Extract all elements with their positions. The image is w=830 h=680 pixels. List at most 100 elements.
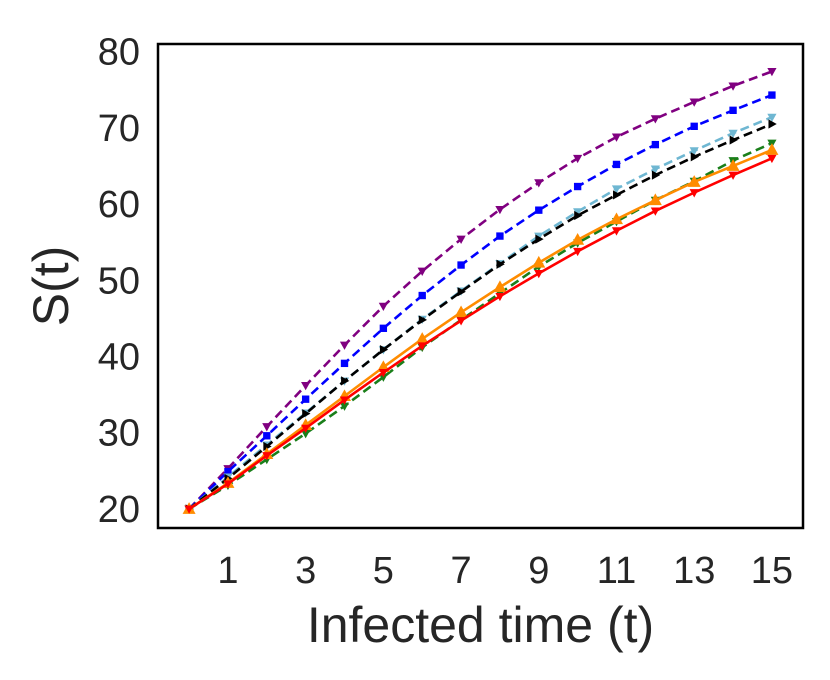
- data-point: [339, 396, 350, 405]
- data-point: [223, 480, 233, 489]
- data-point: [493, 280, 507, 293]
- data-point: [573, 247, 583, 257]
- y-tick-label: 50: [98, 260, 140, 302]
- data-point: [302, 409, 311, 419]
- x-axis-label: Infected time (t): [307, 597, 654, 653]
- y-tick-label: 30: [98, 413, 140, 455]
- series-line: [188, 70, 773, 510]
- data-point: [728, 171, 738, 180]
- series-line: [188, 148, 773, 511]
- y-tick-label: 70: [98, 108, 140, 150]
- data-point: [687, 175, 701, 187]
- series-orange: [182, 143, 779, 514]
- data-point: [262, 452, 272, 461]
- data-point: [417, 342, 427, 351]
- data-point: [574, 210, 583, 221]
- y-axis-label: S(t): [23, 246, 79, 327]
- data-point: [224, 467, 232, 476]
- data-point: [690, 122, 698, 130]
- data-point: [184, 505, 194, 514]
- series-line: [188, 157, 773, 511]
- data-point: [263, 441, 272, 452]
- data-point: [726, 159, 740, 171]
- data-point: [611, 185, 622, 194]
- series-red: [184, 154, 777, 514]
- x-tick-label: 3: [295, 550, 316, 592]
- data-point: [611, 227, 622, 236]
- data-point: [301, 430, 311, 439]
- data-point: [301, 395, 310, 403]
- data-point: [767, 67, 777, 77]
- data-point: [417, 267, 427, 276]
- data-point: [729, 106, 737, 114]
- data-point: [418, 315, 428, 325]
- data-point: [456, 235, 466, 244]
- data-point: [496, 232, 504, 240]
- x-tick-label: 5: [373, 550, 394, 592]
- data-point: [648, 193, 662, 206]
- data-point: [457, 261, 465, 269]
- y-tick-label: 80: [98, 32, 140, 74]
- y-axis: 20 30 40 50 60 70 80: [98, 32, 140, 531]
- data-point: [341, 376, 350, 386]
- data-point: [689, 147, 699, 156]
- data-point: [690, 152, 700, 162]
- y-tick-label: 20: [98, 489, 140, 531]
- data-point: [609, 212, 623, 225]
- x-axis: 1 3 5 7 9 11 13 15: [217, 550, 793, 592]
- data-point: [613, 190, 622, 200]
- series-line: [188, 93, 773, 510]
- data-point: [495, 292, 505, 302]
- data-point: [768, 91, 776, 99]
- data-point: [612, 160, 621, 169]
- data-point: [689, 189, 699, 198]
- data-point: [456, 317, 466, 326]
- plot-frame: [156, 42, 805, 530]
- data-point: [651, 170, 661, 180]
- data-point: [611, 133, 622, 142]
- data-point: [340, 359, 349, 368]
- y-tick-label: 60: [98, 184, 140, 226]
- data-point: [689, 98, 699, 107]
- data-point: [415, 332, 429, 344]
- data-point: [379, 324, 388, 332]
- data-point: [651, 140, 660, 149]
- data-point: [573, 154, 583, 164]
- data-point: [495, 205, 505, 215]
- data-point: [379, 345, 389, 355]
- data-point: [765, 143, 779, 155]
- data-point: [535, 234, 544, 244]
- x-tick-label: 11: [597, 550, 636, 592]
- data-point: [573, 182, 582, 191]
- data-point: [767, 113, 777, 123]
- data-point: [301, 382, 311, 391]
- data-point: [768, 119, 777, 129]
- data-point: [418, 291, 426, 300]
- data-point: [534, 269, 544, 279]
- data-point: [535, 206, 543, 214]
- x-tick-label: 15: [751, 550, 793, 592]
- x-tick-label: 9: [528, 550, 549, 592]
- data-point: [339, 402, 350, 411]
- data-point: [378, 302, 388, 312]
- data-point: [532, 255, 546, 268]
- data-point: [767, 154, 777, 164]
- data-point: [301, 424, 311, 433]
- data-point: [571, 233, 585, 245]
- data-point: [339, 341, 350, 350]
- data-point: [573, 208, 583, 217]
- data-point: [650, 165, 660, 174]
- x-tick-label: 7: [451, 550, 472, 592]
- data-point: [728, 82, 738, 91]
- data-point: [650, 115, 660, 124]
- y-tick-label: 40: [98, 337, 140, 379]
- data-point: [262, 423, 272, 432]
- data-point: [457, 287, 466, 297]
- data-point: [378, 369, 388, 378]
- series-line: [188, 122, 773, 510]
- data-point: [729, 135, 738, 145]
- data-point: [496, 259, 505, 269]
- data-point: [650, 207, 660, 216]
